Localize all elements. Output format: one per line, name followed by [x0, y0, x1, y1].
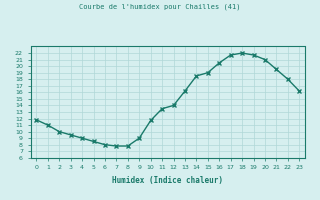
X-axis label: Humidex (Indice chaleur): Humidex (Indice chaleur)	[112, 176, 223, 185]
Text: Courbe de l'humidex pour Chailles (41): Courbe de l'humidex pour Chailles (41)	[79, 4, 241, 10]
